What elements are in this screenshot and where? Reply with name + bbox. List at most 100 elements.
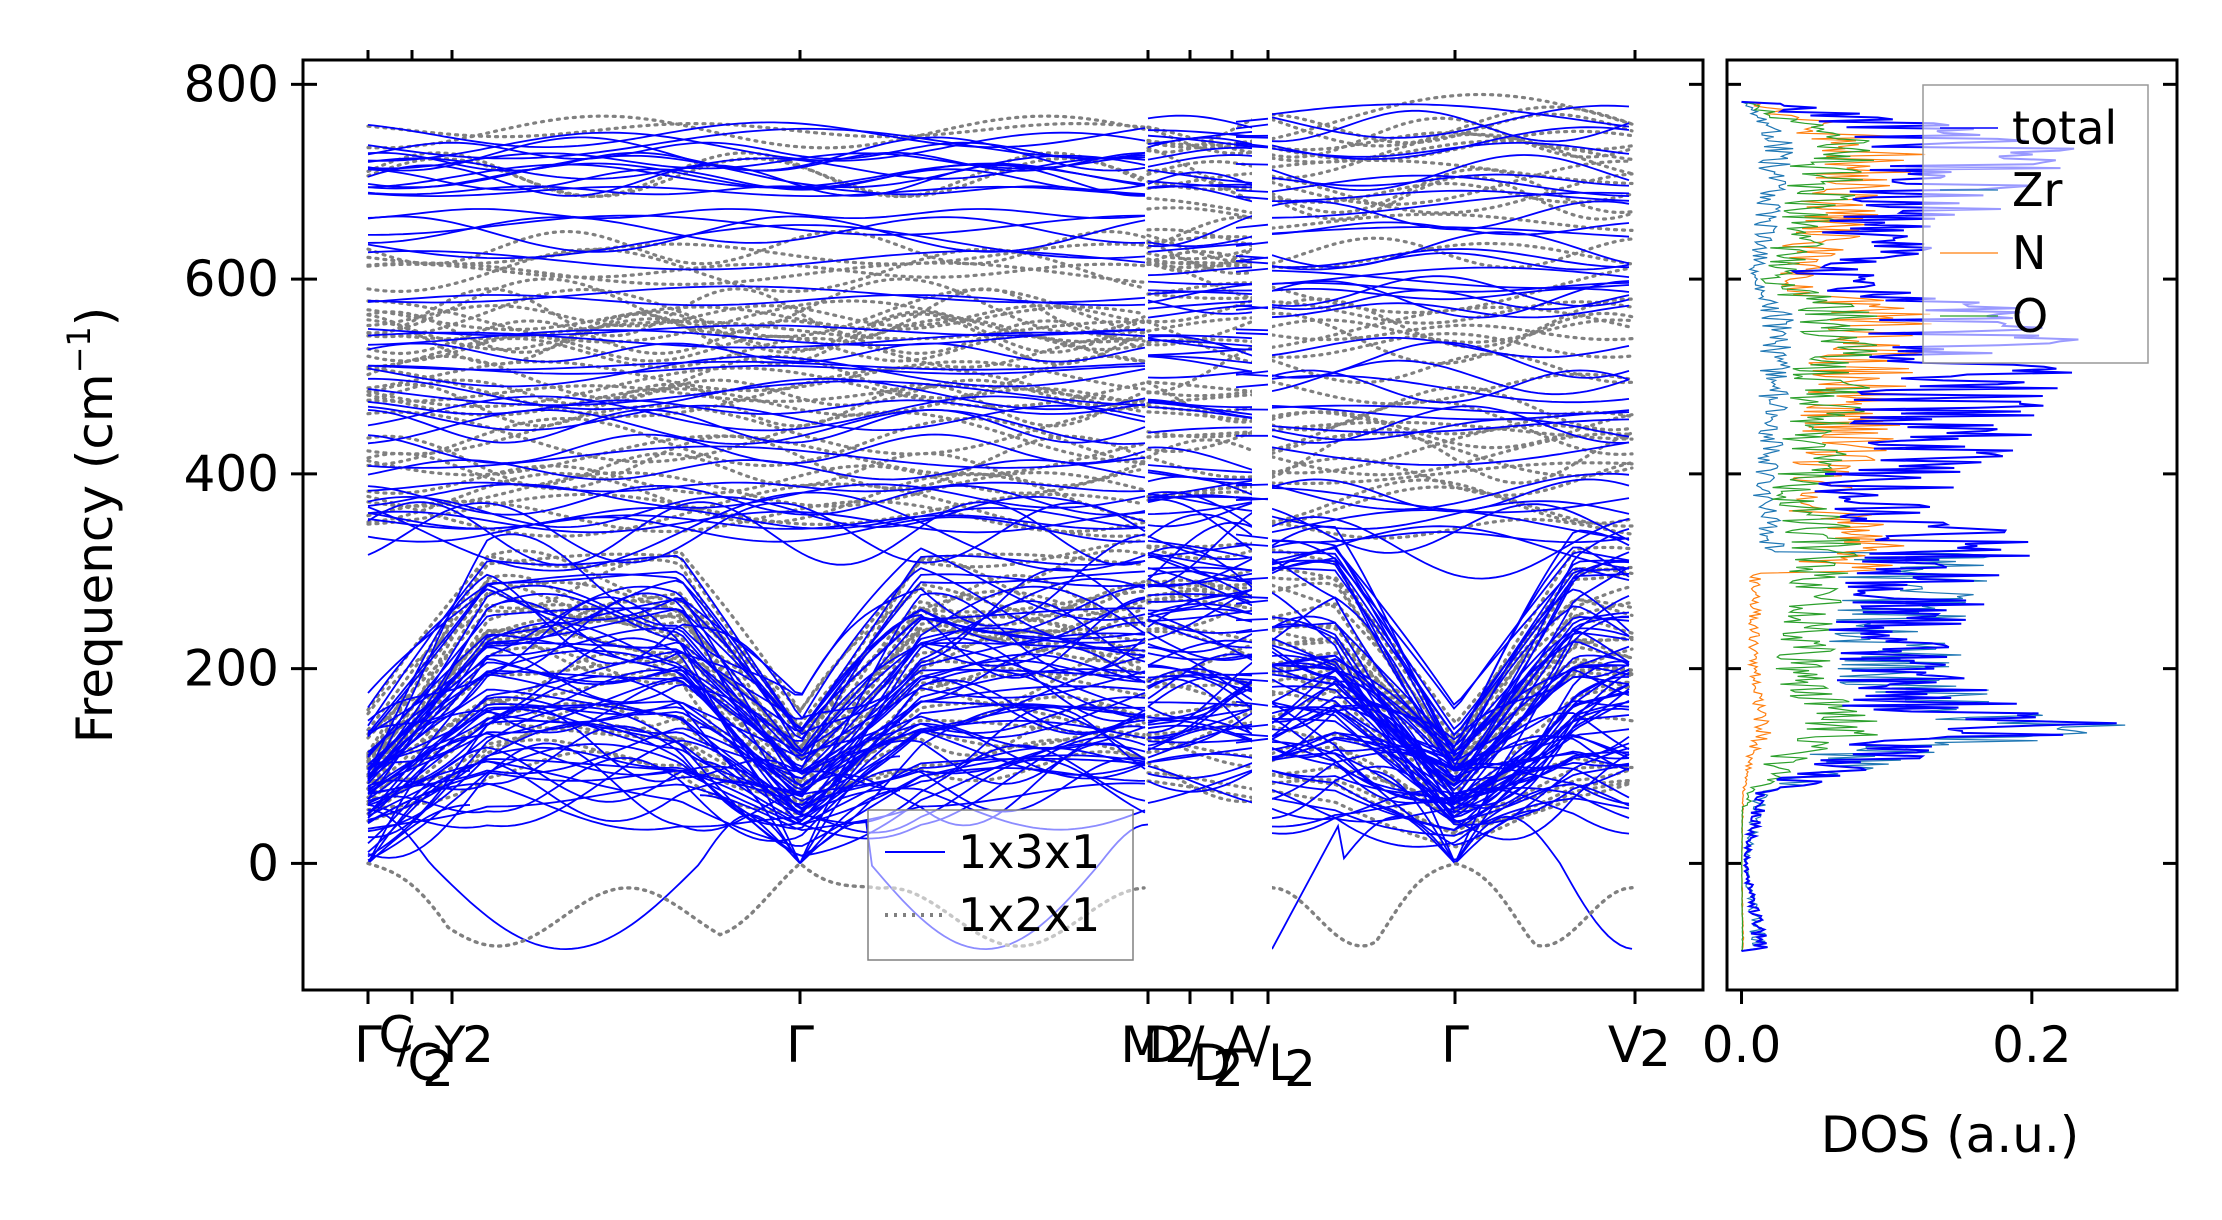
band-line-1x2x1 xyxy=(366,303,1146,328)
band-line-1x2x1 xyxy=(366,261,1146,287)
band-line-1x2x1 xyxy=(1270,266,1634,315)
band-line-1x3x1 xyxy=(1235,117,1269,123)
band-line-1x3x1 xyxy=(1147,154,1268,168)
band-line-1x3x1 xyxy=(1147,211,1268,248)
band-line-1x3x1 xyxy=(1147,639,1268,667)
band-line-1x3x1 xyxy=(367,637,1146,822)
acoustic-branch xyxy=(367,804,470,865)
band-line-1x3x1 xyxy=(367,675,1146,813)
tick-label-gamma-1: Γ xyxy=(354,1016,382,1074)
band-line-1x3x1 xyxy=(1235,267,1269,273)
band-line-1x3x1 xyxy=(1271,487,1630,514)
dos-x-axis-label: DOS (a.u.) xyxy=(1821,1106,2080,1164)
band-line-1x2x1 xyxy=(1270,181,1634,204)
band-line-1x2x1 xyxy=(1270,331,1634,359)
band-line-1x2x1 xyxy=(1270,485,1634,528)
band-line-1x3x1 xyxy=(1271,221,1630,236)
band-line-1x3x1 xyxy=(1271,404,1630,415)
band-line-1x3x1 xyxy=(367,185,1146,196)
band-line-1x3x1 xyxy=(1147,498,1268,528)
band-line-1x2x1 xyxy=(1146,257,1270,304)
band-line-1x3x1 xyxy=(367,573,1146,740)
band-line-1x3x1 xyxy=(1271,472,1630,511)
band-line-1x3x1 xyxy=(367,409,1146,445)
band-line-1x2x1 xyxy=(1270,456,1634,497)
band-line-1x3x1 xyxy=(1235,144,1269,149)
tick-label-d2-sub: 2 xyxy=(1212,1040,1244,1098)
band-line-1x3x1 xyxy=(1147,521,1268,581)
tick-label-slash-c: / xyxy=(397,1016,414,1074)
band-line-1x2x1 xyxy=(1146,578,1270,605)
band-line-1x3x1 xyxy=(367,743,1146,862)
band-line-1x3x1 xyxy=(367,533,1146,780)
band-line-1x3x1 xyxy=(1147,719,1268,747)
band-line-1x3x1 xyxy=(1235,241,1269,247)
band-line-1x2x1 xyxy=(1270,517,1634,540)
band-line-1x3x1 xyxy=(1271,615,1630,748)
band-line-1x3x1 xyxy=(1271,688,1630,766)
band-line-1x3x1 xyxy=(1235,723,1269,730)
band-line-1x3x1 xyxy=(1147,446,1268,475)
tick-label-y: Y xyxy=(434,1016,466,1074)
band-line-1x2x1 xyxy=(1146,425,1270,454)
band-line-1x3x1 xyxy=(1147,475,1268,502)
legend-label-o: O xyxy=(2012,289,2048,343)
band-line-1x3x1 xyxy=(1235,496,1269,501)
band-line-1x3x1 xyxy=(1271,173,1630,187)
band-line-1x2x1 xyxy=(366,628,1146,778)
band-line-1x2x1 xyxy=(366,262,1146,279)
band-line-1x2x1 xyxy=(1270,423,1634,475)
acoustic-branch xyxy=(799,755,901,864)
band-line-1x2x1 xyxy=(1270,352,1634,385)
band-line-1x3x1 xyxy=(367,152,1146,170)
dos-curve-n xyxy=(1740,101,1932,952)
band-line-1x2x1 xyxy=(1146,639,1270,682)
band-line-1x2x1 xyxy=(1270,131,1634,152)
band-line-1x2x1 xyxy=(1146,239,1270,274)
tick-label-l2-sub: 2 xyxy=(1284,1040,1316,1098)
band-line-1x3x1 xyxy=(1235,189,1269,193)
band-line-1x3x1 xyxy=(368,377,1146,411)
band-line-1x3x1 xyxy=(1147,401,1268,418)
band-line-1x3x1 xyxy=(367,627,1146,775)
acoustic-branch xyxy=(1369,770,1456,864)
band-line-1x3x1 xyxy=(1235,136,1269,139)
band-line-1x3x1 xyxy=(1235,332,1269,336)
band-line-1x3x1 xyxy=(1235,328,1269,332)
band-line-1x3x1 xyxy=(1147,617,1268,649)
band-line-1x3x1 xyxy=(1235,223,1269,229)
band-line-1x3x1 xyxy=(367,121,1146,148)
band-line-1x2x1 xyxy=(1146,340,1270,395)
band-line-1x3x1 xyxy=(1235,595,1269,599)
band-line-1x2x1 xyxy=(1270,300,1634,325)
band-axes-frame xyxy=(301,58,1705,992)
band-line-1x3x1 xyxy=(1148,355,1268,366)
band-line-1x2x1 xyxy=(1146,733,1270,770)
band-line-1x2x1 xyxy=(366,579,1146,755)
band-line-1x3x1 xyxy=(1147,646,1268,710)
band-line-1x3x1 xyxy=(367,483,1146,509)
band-line-1x3x1 xyxy=(1147,675,1268,721)
band-line-1x3x1 xyxy=(367,703,1146,801)
band-line-1x3x1 xyxy=(1271,287,1630,301)
band-line-1x3x1 xyxy=(1271,735,1630,802)
band-line-1x2x1 xyxy=(1146,455,1270,479)
band-line-1x2x1 xyxy=(1270,129,1634,162)
band-line-1x3x1 xyxy=(1271,550,1630,710)
band-line-1x3x1 xyxy=(367,516,1146,543)
band-line-1x2x1 xyxy=(366,573,1146,769)
band-line-1x3x1 xyxy=(1235,576,1269,581)
band-line-1x3x1 xyxy=(367,608,1146,766)
band-line-1x3x1 xyxy=(367,154,1146,189)
dos-ticks: 0.0 0.2 xyxy=(1702,82,2177,1074)
band-y-axis-label: Frequency (cm−1) xyxy=(60,307,124,744)
band-line-1x3x1 xyxy=(1147,334,1268,340)
band-line-1x3x1 xyxy=(1147,503,1268,588)
band-line-1x3x1 xyxy=(1147,369,1268,379)
band-line-1x3x1 xyxy=(1147,607,1268,622)
band-line-1x3x1 xyxy=(1147,736,1268,744)
band-line-1x3x1 xyxy=(1271,418,1630,441)
band-line-1x3x1 xyxy=(367,131,1146,162)
band-line-1x3x1 xyxy=(1271,707,1630,823)
band-line-1x3x1 xyxy=(1271,191,1630,219)
